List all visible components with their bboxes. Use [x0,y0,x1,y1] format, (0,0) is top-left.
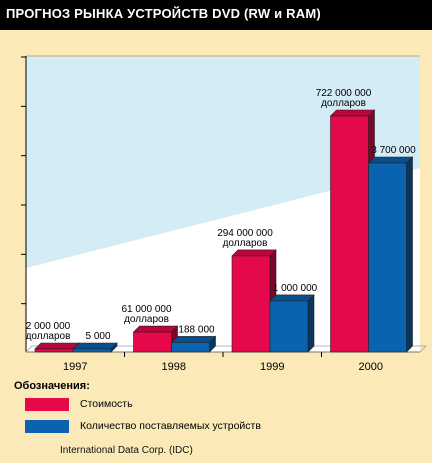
category-label-1997: 1997 [63,361,87,373]
bars [34,109,414,353]
value-label-units-2000: 3 700 000 [371,145,416,156]
category-label-2000: 2000 [359,361,383,373]
source-credit: International Data Corp. (IDC) [60,445,193,456]
chart-title: ПРОГНОЗ РЫНКА УСТРОЙСТВ DVD (RW и RAM) [6,6,321,21]
value-label-cost-1998: 61 000 000 [121,304,171,315]
value-label-cost-1997: долларов [26,331,71,342]
legend-label-cost: Стоимость [80,398,133,410]
bar-units-1997 [72,342,118,353]
bar-cost-1997 [34,342,80,353]
bar-units-1999 [269,294,315,353]
value-label-units-1999: 1 000 000 [273,283,318,294]
bar-cost-1998 [132,325,179,353]
legend-title: Обозначения: [14,380,90,392]
bar-cost-2000 [329,109,376,353]
category-label-1998: 1998 [162,361,186,373]
legend-swatch-units [25,420,69,433]
bar-cost-1999 [231,249,277,353]
value-label-cost-1997: 2 000 000 [26,321,71,332]
legend-swatch-cost [25,398,69,411]
legend-label-units: Количество поставляемых устройств [80,420,261,432]
plot-light-blue-band [26,56,420,268]
bar-units-1998 [170,335,217,353]
category-label-1999: 1999 [260,361,284,373]
category-labels: 1997 1998 1999 2000 [63,361,383,373]
value-label-units-1998: 188 000 [178,324,215,335]
value-label-cost-2000: 722 000 000 [316,88,372,99]
value-label-units-1997: 5 000 [85,331,110,342]
value-label-cost-1998: долларов [124,314,169,325]
value-label-cost-1999: 294 000 000 [217,228,273,239]
value-label-cost-1999: долларов [223,238,268,249]
bar-units-2000 [367,156,414,353]
title-bar: ПРОГНОЗ РЫНКА УСТРОЙСТВ DVD (RW и RAM) [0,0,432,30]
value-label-cost-2000: долларов [321,98,366,109]
legend: Обозначения: Стоимость Количество постав… [0,376,432,463]
